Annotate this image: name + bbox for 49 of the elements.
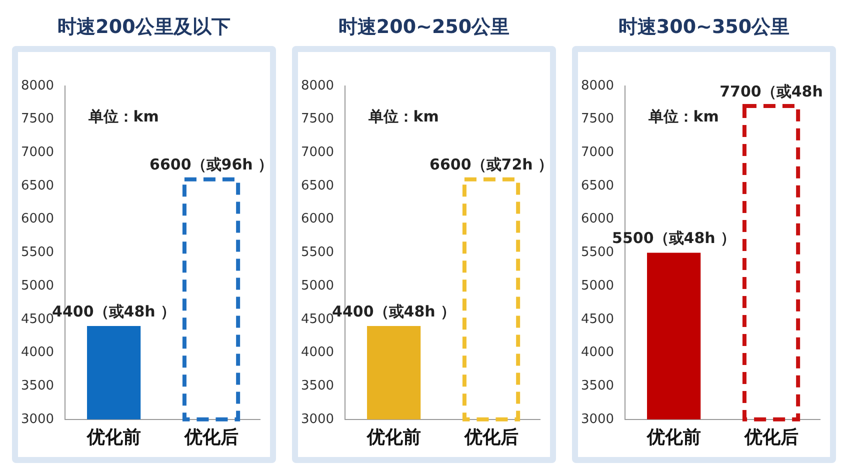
y-tick-label: 5000	[300, 278, 334, 294]
y-tick-label: 6000	[580, 212, 614, 227]
y-tick-label: 3500	[300, 378, 334, 394]
y-tick-label: 6500	[20, 178, 54, 194]
y-tick-label: 4000	[300, 345, 334, 360]
y-tick-label: 7000	[580, 145, 614, 160]
y-tick-label: 7000	[300, 145, 334, 160]
chart-title: 时速200~250公里	[338, 15, 510, 40]
data-label: 5500（或48h ）	[612, 229, 736, 248]
y-tick-label: 3000	[300, 412, 334, 427]
x-tick-label: 优化前	[86, 426, 141, 448]
y-tick-label: 3500	[580, 378, 614, 394]
data-label: 6600（或96h ）	[150, 156, 274, 174]
chart-title: 时速300~350公里	[618, 15, 790, 40]
y-tick-label: 6500	[580, 178, 614, 194]
y-tick-label: 6000	[20, 212, 54, 227]
x-tick-label: 优化后	[183, 426, 238, 448]
data-label: 4400（或48h ）	[52, 302, 176, 320]
annotation: 单位：km	[647, 107, 719, 126]
x-tick-label: 优化后	[463, 426, 518, 448]
y-tick-label: 3000	[580, 412, 614, 427]
data-label: 4400（或48h ）	[332, 302, 456, 320]
y-tick-label: 6000	[300, 212, 334, 227]
y-tick-label: 7500	[580, 112, 614, 127]
y-tick-label: 6500	[300, 178, 334, 194]
y-tick-label: 8000	[300, 78, 334, 94]
y-tick-label: 3000	[20, 412, 54, 427]
y-tick-label: 4500	[580, 312, 614, 327]
y-tick-label: 7500	[300, 112, 334, 127]
annotation: 单位：km	[87, 107, 159, 126]
y-tick-label: 8000	[20, 78, 54, 94]
data-label: 7700（或48h	[720, 82, 823, 100]
data-label: 6600（或72h ）	[430, 156, 554, 174]
y-tick-label: 4000	[20, 345, 54, 360]
annotation: 单位：km	[367, 107, 439, 126]
y-tick-label: 8000	[580, 78, 614, 94]
y-tick-label: 7500	[20, 112, 54, 127]
y-tick-label: 5500	[20, 245, 54, 260]
y-tick-label: 5500	[300, 245, 334, 260]
y-tick-label: 4000	[580, 345, 614, 360]
y-tick-label: 3500	[20, 378, 54, 394]
x-tick-label: 优化前	[366, 426, 421, 448]
x-tick-label: 优化后	[743, 426, 798, 448]
y-tick-label: 5500	[580, 245, 614, 260]
y-tick-label: 5000	[20, 278, 54, 294]
y-tick-label: 7000	[20, 145, 54, 160]
y-tick-label: 5000	[580, 278, 614, 294]
chart-title: 时速200公里及以下	[58, 15, 230, 40]
x-tick-label: 优化前	[646, 426, 701, 448]
